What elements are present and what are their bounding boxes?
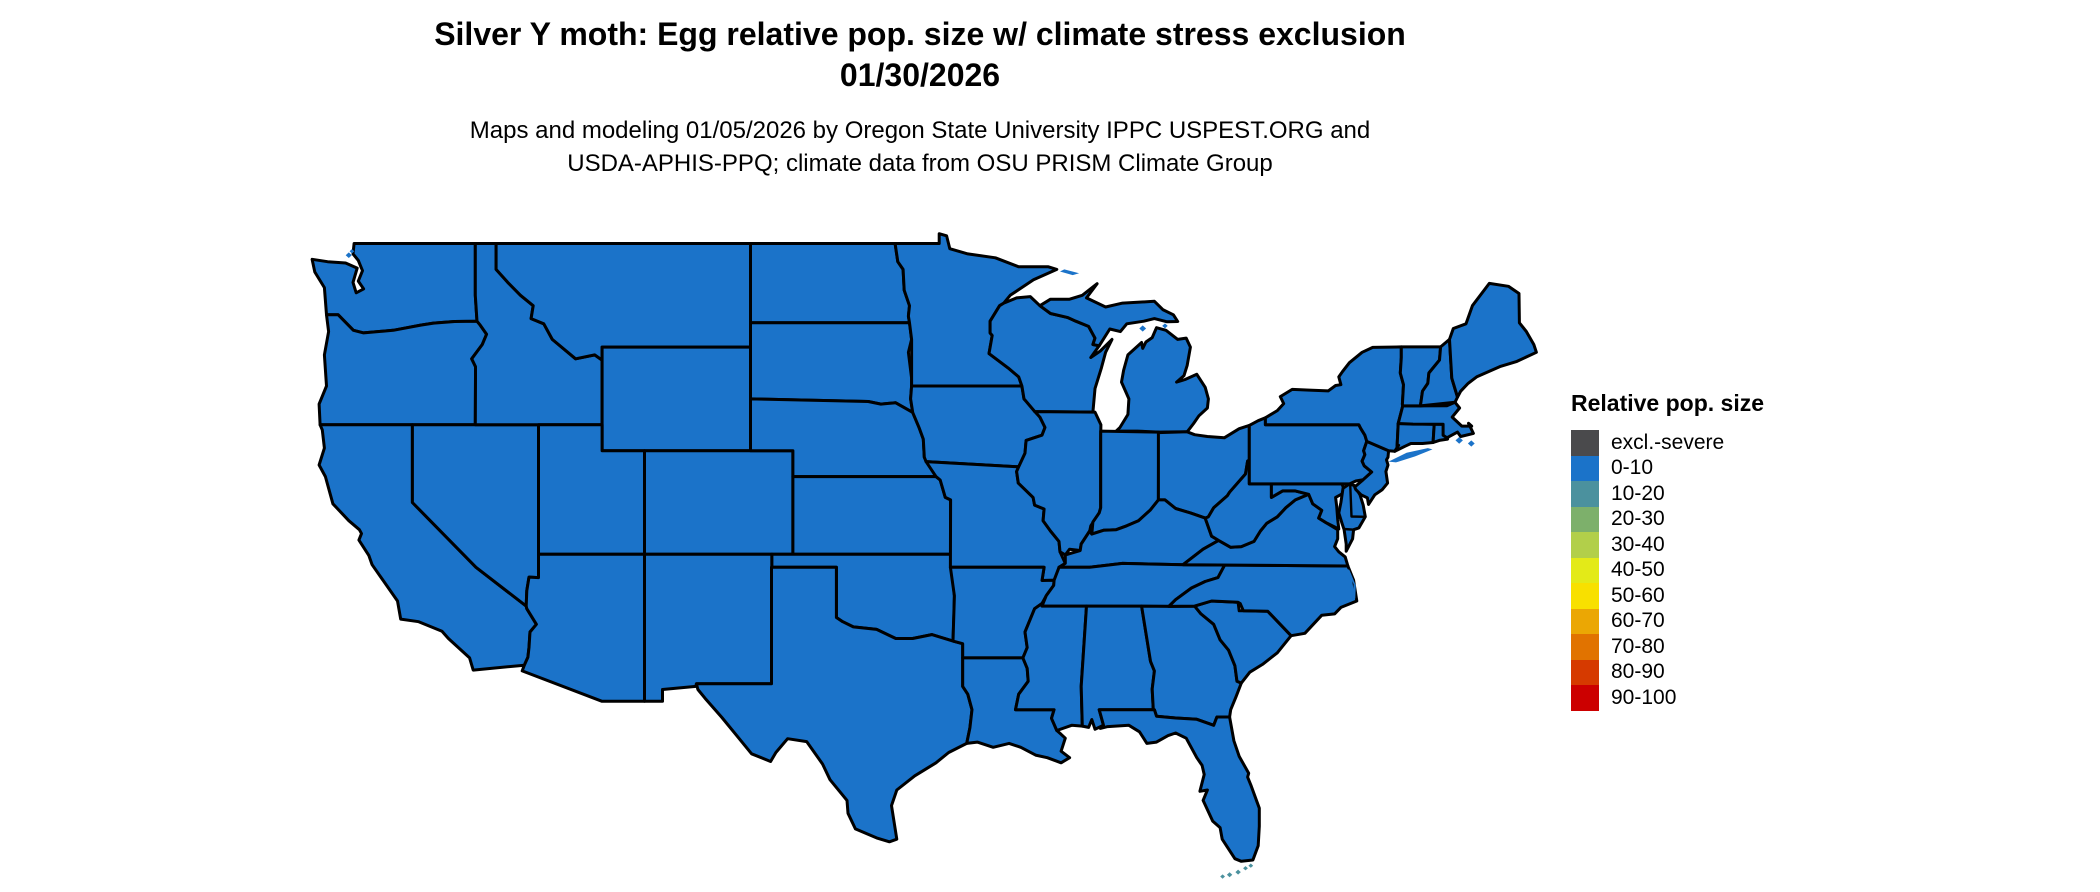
legend-item-label: 0-10 [1611, 456, 1654, 480]
legend-title: Relative pop. size [1571, 390, 1765, 416]
legend-item: 30-40 [1571, 532, 1764, 558]
state-ND [749, 242, 911, 325]
map-legend: Relative pop. size excl.-severe 0-10 10-20… [1571, 390, 1764, 711]
figure-subtitle-line1: Maps and modeling 01/05/2026 by Oregon S… [469, 117, 1371, 144]
figure-title-text: Silver Y moth: Egg relative pop. size w/… [434, 16, 1406, 52]
island-florida-keys [1248, 863, 1254, 868]
state-ME [1448, 281, 1538, 399]
island-coastal-islets [349, 249, 355, 254]
island-florida-keys [1235, 869, 1241, 875]
legend-item-label: 20-30 [1611, 507, 1665, 531]
island-outer-banks [1346, 568, 1356, 600]
legend-item: 60-70 [1571, 608, 1764, 634]
legend-item: 20-30 [1571, 506, 1764, 532]
legend-swatch-icon [1571, 685, 1599, 711]
legend-swatch-icon [1571, 481, 1599, 507]
legend-swatch-icon [1571, 430, 1599, 456]
legend-item-label: 90-100 [1611, 685, 1677, 709]
state-MD [1269, 482, 1347, 531]
legend-item: 80-90 [1571, 659, 1764, 685]
state-CT [1393, 422, 1436, 453]
legend-swatch-icon [1571, 583, 1599, 609]
state-WY [600, 345, 752, 453]
legend-swatch-icon [1571, 455, 1599, 481]
legend-item: excl.-severe [1571, 430, 1764, 456]
island-florida-keys [1243, 866, 1248, 871]
state-WI [987, 295, 1114, 414]
legend-swatch-icon [1571, 532, 1599, 558]
state-border-line-0 [1349, 482, 1367, 518]
legend-swatch-icon [1571, 506, 1599, 532]
legend-item-label: 70-80 [1611, 634, 1665, 658]
state-AZ [520, 552, 646, 703]
island-coastal-islets [1162, 323, 1168, 329]
state-PA [1247, 416, 1374, 486]
legend-item: 50-60 [1571, 583, 1764, 609]
figure-date: 01/30/2026 [839, 57, 1001, 93]
legend-items: excl.-severe 0-10 10-20 20-30 30-40 40-50 50-6… [1571, 430, 1764, 711]
state-MA [1396, 400, 1475, 440]
state-KS [791, 475, 953, 556]
island-florida-keys [1220, 874, 1225, 879]
legend-item: 40-50 [1571, 557, 1764, 583]
island-isle-royale [1060, 269, 1080, 276]
state-MIU [1038, 282, 1180, 348]
legend-swatch-icon [1571, 659, 1599, 685]
legend-item-label: 40-50 [1611, 558, 1665, 582]
island-long-island [1388, 448, 1433, 463]
state-SC [1193, 599, 1293, 685]
island-coastal-islets [1467, 440, 1475, 447]
state-NC [1167, 563, 1359, 638]
state-MIL [1114, 326, 1210, 434]
legend-swatch-icon [1571, 634, 1599, 660]
legend-item-label: 50-60 [1611, 583, 1665, 607]
state-NM [643, 552, 774, 703]
state-NJ [1353, 439, 1391, 506]
island-coastal-islets [1139, 325, 1147, 332]
island-florida-keys [1226, 872, 1233, 878]
legend-item-label: 10-20 [1611, 481, 1665, 505]
legend-item-label: 80-90 [1611, 660, 1665, 684]
legend-item: 90-100 [1571, 685, 1764, 711]
figure-title: Silver Y moth: Egg relative pop. size w/… [300, 14, 1540, 96]
legend-item: 70-80 [1571, 634, 1764, 660]
legend-item: 0-10 [1571, 455, 1764, 481]
legend-swatch-icon [1571, 608, 1599, 634]
island-coastal-islets [1455, 437, 1463, 444]
state-CO [643, 449, 795, 556]
legend-item-label: excl.-severe [1611, 430, 1725, 454]
figure-subtitle-line2: USDA-APHIS-PPQ; climate data from OSU PR… [567, 150, 1273, 177]
legend-swatch-icon [1571, 557, 1599, 583]
legend-item: 10-20 [1571, 481, 1764, 507]
state-TX [694, 565, 974, 844]
legend-item-label: 30-40 [1611, 532, 1665, 556]
island-coastal-islets [345, 252, 352, 258]
legend-item-label: 60-70 [1611, 609, 1665, 633]
us-map [310, 232, 1538, 879]
state-border-line-1 [1342, 527, 1355, 531]
state-OR [317, 313, 489, 427]
state-FL [1097, 708, 1261, 863]
figure-subtitle: Maps and modeling 01/05/2026 by Oregon S… [300, 114, 1540, 180]
